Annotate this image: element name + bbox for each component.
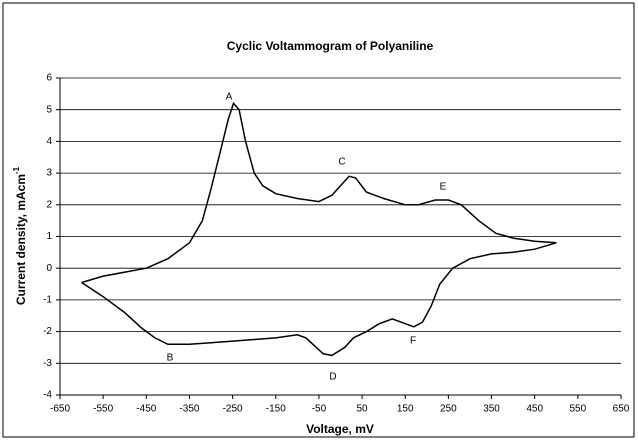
y-axis-label-main: Current density, mAcm	[14, 174, 28, 305]
x-tick-label: 150	[397, 404, 414, 415]
x-tick-label: -450	[136, 404, 156, 415]
chart-title: Cyclic Voltammogram of Polyaniline	[227, 39, 434, 53]
x-tick-label: 550	[570, 404, 587, 415]
y-tick-label: 1	[46, 231, 52, 242]
x-tick-label: -250	[223, 404, 243, 415]
y-tick-label: 2	[46, 199, 52, 210]
y-tick-label: -1	[43, 295, 52, 306]
annotation: C	[338, 157, 345, 168]
y-tick-label: 6	[46, 73, 52, 84]
annotation: B	[167, 353, 174, 364]
y-tick-label: 3	[46, 168, 52, 179]
y-tick-label: 5	[46, 104, 52, 115]
x-tick-label: -150	[266, 404, 286, 415]
x-tick-label: -50	[312, 404, 327, 415]
x-tick-label: 350	[483, 404, 500, 415]
x-tick-label: 50	[357, 404, 369, 415]
x-tick-label: 650	[613, 404, 630, 415]
x-tick-label: 250	[440, 404, 457, 415]
x-tick-label: -650	[50, 404, 70, 415]
x-tick-label: -550	[93, 404, 113, 415]
annotation: F	[410, 336, 416, 347]
y-tick-label: -4	[43, 390, 52, 401]
y-tick-label: -3	[43, 358, 52, 369]
y-tick-label: 4	[46, 136, 52, 147]
annotation: E	[440, 182, 447, 193]
y-tick-label: 0	[46, 263, 52, 274]
x-tick-label: 450	[526, 404, 543, 415]
y-axis-label-sup: -1	[12, 166, 21, 174]
y-tick-label: -2	[43, 326, 52, 337]
x-tick-label: -350	[179, 404, 199, 415]
annotation: A	[226, 92, 233, 103]
data-line	[81, 101, 557, 357]
annotation: D	[329, 372, 336, 383]
x-axis-label: Voltage, mV	[306, 422, 374, 436]
y-axis-label: Current density, mAcm-1	[12, 166, 28, 305]
